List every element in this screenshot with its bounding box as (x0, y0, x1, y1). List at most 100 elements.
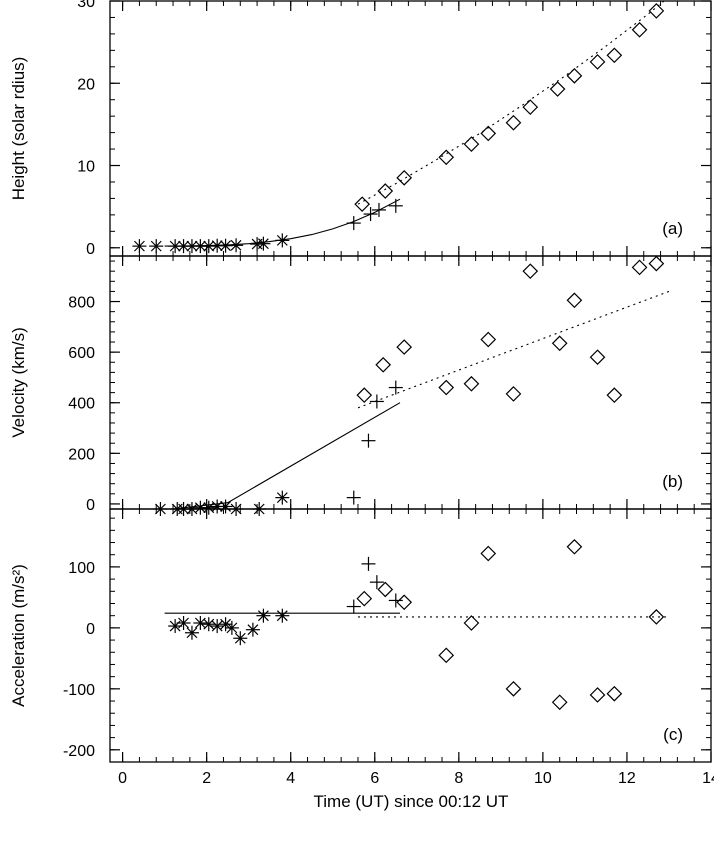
x-tick-label: 8 (454, 770, 463, 787)
diamond-point (396, 594, 413, 611)
y-tick-label: 800 (68, 295, 95, 312)
plus-point (388, 198, 403, 213)
asterisk-point (233, 631, 248, 646)
marker-stroke (505, 386, 522, 402)
marker-stroke (438, 647, 455, 664)
marker-stroke (480, 331, 497, 348)
asterisk-point (224, 620, 239, 635)
marker-stroke (396, 170, 413, 186)
asterisk-point (193, 500, 208, 515)
asterisk-point (132, 239, 147, 254)
marker-stroke (438, 149, 455, 166)
plot-frame (109, 0, 712, 257)
diamond-point (566, 538, 583, 555)
diamond-point (480, 331, 497, 348)
plus-point (363, 207, 378, 222)
x-tick-label: 12 (618, 770, 636, 787)
plus-point (346, 599, 361, 614)
marker-stroke (606, 685, 623, 702)
diamond-point (631, 21, 648, 38)
marker-stroke (356, 590, 373, 607)
y-tick-label: 200 (68, 446, 95, 463)
diamond-point (522, 99, 539, 115)
diamond-point (522, 263, 539, 280)
asterisk-point (256, 236, 271, 251)
marker-stroke (276, 234, 288, 246)
marker-stroke (178, 617, 189, 629)
marker-stroke (606, 387, 623, 403)
diamond-point (463, 136, 480, 152)
marker-stroke (505, 114, 522, 131)
panel-velocity: 0 200 400 600 800 Velocity (km/s) (b) (9, 255, 712, 516)
marker-stroke (247, 624, 259, 636)
y-tick-label: 0 (86, 621, 95, 638)
plus-point (388, 593, 403, 608)
diamond-point (606, 387, 623, 403)
x-axis-label: Time (UT) since 00:12 UT (314, 792, 509, 811)
marker-stroke (396, 339, 413, 355)
diamond-point (396, 339, 413, 355)
diamond-point (463, 615, 480, 631)
diamond-point (480, 545, 497, 562)
asterisk-point (168, 239, 183, 254)
marker-stroke (648, 3, 665, 19)
panel-label: (a) (662, 219, 683, 238)
plus-point (369, 575, 384, 590)
diamond-point (648, 3, 665, 19)
y-tick-label: 100 (68, 560, 95, 577)
diamond-point (606, 47, 623, 64)
diamond-point (606, 685, 623, 702)
x-tick-label: 0 (118, 770, 127, 787)
marker-stroke (566, 292, 583, 309)
diamond-point (505, 680, 522, 697)
plus-point (371, 202, 386, 217)
diamond-point (551, 335, 568, 352)
marker-stroke (230, 239, 242, 251)
marker-stroke (234, 632, 246, 644)
marker-stroke (276, 610, 288, 622)
marker-stroke (186, 240, 198, 252)
diamond-point (356, 387, 373, 403)
y-tick-label: 0 (86, 497, 95, 514)
diamond-point (631, 259, 648, 276)
asterisk-point (275, 490, 290, 505)
diamond-point (377, 183, 394, 199)
marker-stroke (522, 99, 539, 115)
marker-stroke (396, 594, 413, 611)
marker-stroke (133, 240, 145, 252)
plus-point (346, 216, 361, 231)
marker-stroke (169, 240, 181, 252)
y-tick-label: -100 (63, 682, 95, 699)
y-tick-label: 20 (77, 76, 95, 93)
marker-stroke (551, 694, 568, 711)
x-tick-label: 10 (534, 770, 552, 787)
asterisk-point (275, 608, 290, 623)
marker-stroke (203, 240, 215, 252)
marker-stroke (589, 687, 606, 703)
dotted-fit-line (357, 0, 667, 205)
diamond-point (505, 386, 522, 402)
marker-stroke (648, 255, 665, 272)
marker-stroke (211, 240, 223, 252)
asterisk-point (176, 616, 191, 631)
diamond-point (375, 356, 392, 373)
diamond-point (438, 149, 455, 166)
marker-stroke (589, 54, 606, 70)
diamond-point (648, 255, 665, 272)
marker-stroke (480, 545, 497, 562)
diamond-point (480, 125, 497, 142)
diamond-point (551, 694, 568, 711)
y-tick-label: 0 (86, 241, 95, 258)
solid-fit-line (172, 402, 401, 510)
diamond-point (354, 196, 371, 213)
marker-stroke (551, 335, 568, 352)
marker-stroke (226, 622, 238, 634)
marker-stroke (589, 349, 606, 366)
marker-stroke (178, 240, 189, 252)
diamond-point (589, 349, 606, 366)
diamond-point (438, 379, 455, 396)
asterisk-point (229, 238, 244, 253)
marker-stroke (463, 615, 480, 631)
y-axis-label: Height (solar rdius) (9, 57, 28, 201)
diamond-point (505, 114, 522, 131)
